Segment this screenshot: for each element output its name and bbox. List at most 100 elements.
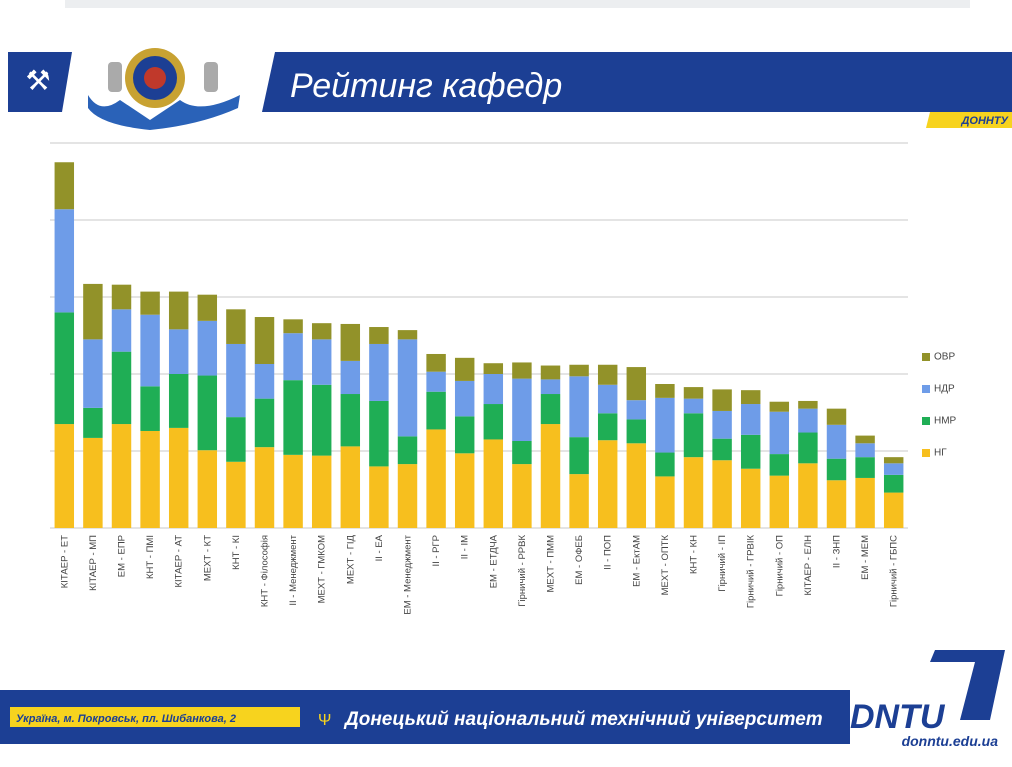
bar-segment [54,162,75,210]
x-tick-label: МЕХТ - ОПТК [660,535,671,596]
bar-segment [226,343,246,418]
x-tick-label: КІТАЕР - ЕЛН [803,535,814,596]
bar-segment [454,357,475,381]
x-tick-label: КІТАЕР - АТ [174,535,185,588]
bar-segment [597,364,618,385]
bar-segment [340,360,361,395]
bar-segment [798,463,818,528]
trident: Ψ [318,712,331,729]
legend-label: ОВР [934,352,955,363]
bar-segment [769,401,790,412]
bar-segment [83,407,103,438]
bar-segment [254,317,275,364]
bar-segment [454,453,475,528]
x-tick-label: ІІ - ПОП [603,535,614,570]
bar-segment [397,436,418,465]
bar-segment [311,339,332,385]
bar-segment [54,209,75,313]
bar-segment [426,391,446,430]
bar-segment [826,408,847,425]
top-strip [65,0,970,8]
bar-segment [740,390,761,405]
bar-segment [369,343,389,401]
bar-segment [540,365,561,380]
bar-segment [483,404,504,440]
bar-segment [826,480,847,528]
bar-segment [769,454,790,476]
x-tick-label: ІІ - ЕА [374,534,385,561]
bar-segment [883,474,904,493]
bar-segment [683,413,704,458]
legend-label: НДР [934,384,955,395]
bar-segment [569,376,589,438]
x-tick-label: МЕХТ - ГІД [345,534,356,584]
bar-segment [454,380,475,417]
bar-segment [512,362,532,379]
bar-segment [597,384,618,414]
legend-swatch [922,353,930,361]
x-tick-label: КНТ - Філософія [260,535,271,607]
bar-segment [512,440,532,465]
bar-segment [798,400,818,409]
bar-segment [340,394,361,447]
bar-segment [140,314,160,387]
bar-segment [512,378,532,441]
bar-segment [712,438,732,461]
bar-segment [111,309,132,352]
bar-segment [569,437,589,475]
bar-segment [83,437,103,528]
bar-segment [769,475,790,528]
logo-text: DNTU [850,698,946,736]
legend-swatch [922,385,930,393]
bar-segment [226,309,246,344]
bar-segment [769,411,790,455]
bar-segment [740,468,761,528]
bar-segment [168,329,189,374]
bar-segment [111,284,132,310]
bar-segment [83,339,103,408]
tag: ДОНHTУ [960,115,1009,127]
bar-segment [369,400,389,467]
bar-segment [197,375,218,451]
legend-label: НГ [934,448,947,459]
hammers-icon: ⚒ [25,65,50,96]
bar-segment [626,443,647,528]
bar-segment [569,364,589,377]
bar-segment [197,450,218,528]
bar-segment [111,424,132,528]
bar-segment [140,386,160,431]
bar-segment [712,389,732,411]
x-tick-label: ЕМ - ЕПР [117,535,128,577]
bar-segment [655,476,675,528]
bar-segment [283,319,303,334]
bar-segment [855,457,875,478]
bar-segment [626,419,647,444]
address-box [10,707,300,727]
bar-segment [140,430,160,528]
bar-segment [655,397,675,453]
bar-segment [798,432,818,464]
x-tick-label: КНТ - КІ [231,535,242,570]
bar-segment [826,424,847,459]
bar-segment [712,410,732,439]
bar-segment [426,429,446,528]
bar-segment [540,424,561,528]
bar-segment [168,427,189,528]
bar-segment [311,384,332,456]
address: Україна, м. Покровськ, пл. Шибанкова, 2 [16,713,236,725]
bar-segment [483,363,504,374]
bar-segment [740,434,761,469]
x-tick-label: МЕХТ - КТ [202,535,213,581]
bar-segment [569,474,589,528]
bar-segment [168,291,189,330]
bar-segment [883,457,904,464]
bar-segment [626,400,647,420]
x-tick-label: Гірничий - ОП [774,535,785,596]
bar-segment [540,379,561,395]
x-tick-label: КНТ - КН [689,535,700,574]
bar-segment [683,457,704,528]
bar-segment [512,464,532,528]
bar-segment [254,363,275,399]
bar-segment [483,374,504,405]
